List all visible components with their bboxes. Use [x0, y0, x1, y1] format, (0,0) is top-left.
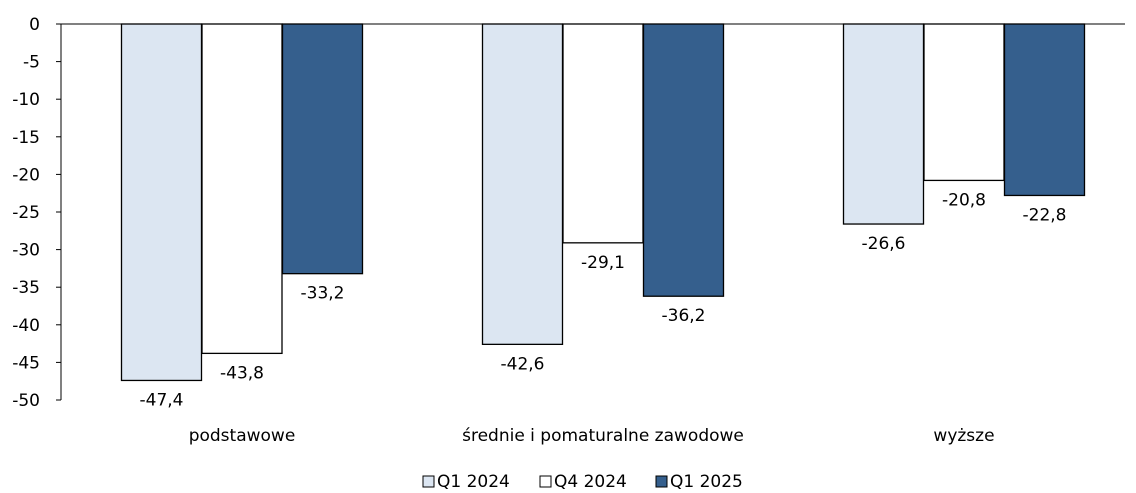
- bar-q1-2024: [842, 23, 925, 225]
- data-label: -36,2: [662, 306, 706, 326]
- category-label: podstawowe: [189, 426, 296, 446]
- category-label: wyższe: [933, 426, 994, 446]
- data-label: -20,8: [942, 190, 986, 210]
- category-label: średnie i pomaturalne zawodowe: [462, 426, 744, 446]
- legend-swatch: [655, 475, 668, 488]
- legend-label: Q1 2025: [670, 472, 743, 492]
- bar-q1-2024: [481, 23, 564, 346]
- bar-q4-2024: [923, 23, 1005, 182]
- legend-swatch: [422, 475, 435, 488]
- y-tick-label: -45: [12, 353, 40, 373]
- y-tick-label: -25: [12, 203, 40, 223]
- legend-swatch: [539, 475, 552, 488]
- data-label: -43,8: [220, 363, 264, 383]
- y-tick-label: -5: [23, 53, 40, 73]
- bar-q4-2024: [201, 23, 283, 355]
- bar-q1-2025: [281, 23, 364, 275]
- bar-q4-2024: [562, 23, 644, 244]
- y-tick-label: -40: [12, 316, 40, 336]
- data-label: -22,8: [1023, 205, 1067, 225]
- bar-q1-2025: [1003, 23, 1086, 197]
- data-label: -26,6: [862, 234, 906, 254]
- y-tick-label: -50: [12, 391, 40, 411]
- bar-q1-2024: [120, 23, 203, 382]
- bar-q1-2025: [642, 23, 725, 297]
- y-tick-label: -30: [12, 241, 40, 261]
- y-tick-label: -15: [12, 128, 40, 148]
- data-label: -47,4: [140, 390, 184, 410]
- y-tick-label: -10: [12, 90, 40, 110]
- legend-label: Q4 2024: [554, 472, 627, 492]
- data-label: -29,1: [581, 253, 625, 273]
- data-label: -42,6: [501, 354, 545, 374]
- data-label: -33,2: [301, 284, 345, 304]
- legend-label: Q1 2024: [437, 472, 510, 492]
- y-tick-label: -20: [12, 165, 40, 185]
- y-tick-label: 0: [29, 15, 40, 35]
- y-tick-label: -35: [12, 278, 40, 298]
